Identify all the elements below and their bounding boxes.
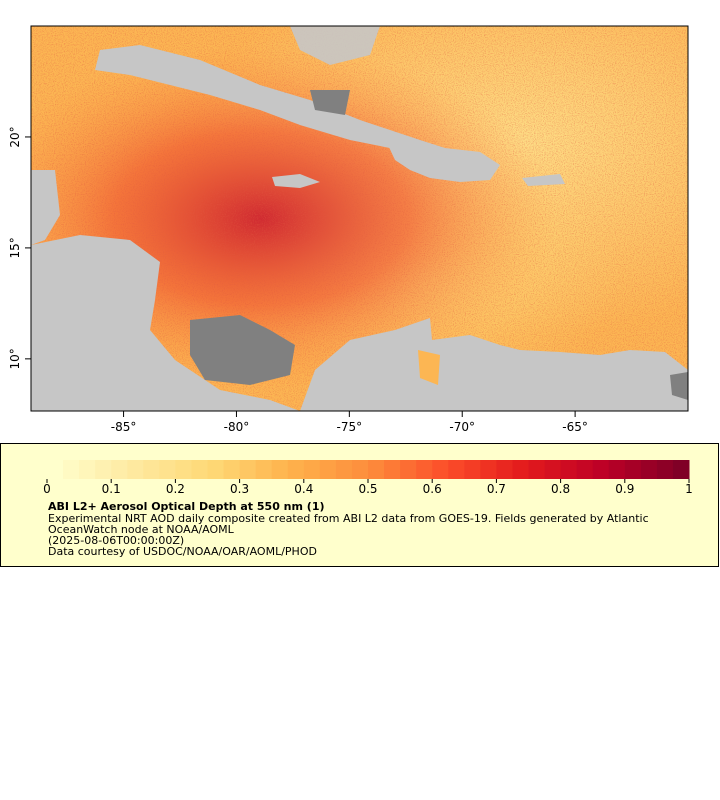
legend-line: Experimental NRT AOD daily composite cre… (48, 512, 649, 525)
colorbar-tick-label: 1 (685, 482, 693, 496)
colorbar-segment (79, 460, 96, 479)
legend-title: ABI L2+ Aerosol Optical Depth at 550 nm … (48, 500, 325, 513)
colorbar: 0 0.1 0.2 0.3 0.4 0.5 0.6 0.7 0.8 0.9 1 (43, 460, 693, 496)
colorbar-tick-label: 0.1 (102, 482, 121, 496)
colorbar-segment (159, 460, 176, 479)
colorbar-segment (480, 460, 497, 479)
colorbar-tick-label: 0.9 (615, 482, 634, 496)
y-tick-label: 10° (8, 348, 22, 369)
colorbar-segment (223, 460, 241, 479)
y-tick-label: 20° (8, 126, 22, 147)
x-tick-label: -80° (224, 420, 250, 434)
colorbar-segment (624, 460, 642, 479)
colorbar-segment (640, 460, 658, 479)
x-tick-label: -65° (562, 420, 588, 434)
colorbar-segment (400, 460, 417, 479)
colorbar-segment (143, 460, 160, 479)
colorbar-segment (207, 460, 225, 479)
colorbar-segment (351, 460, 369, 479)
x-tick-label: -70° (449, 420, 475, 434)
map-frame (30, 25, 689, 412)
colorbar-segment (368, 460, 385, 479)
colorbar-tick-label: 0 (43, 482, 51, 496)
colorbar-segment (560, 460, 578, 479)
colorbar-segment (656, 460, 674, 479)
colorbar-segment (464, 460, 481, 479)
colorbar-tick-label: 0.8 (551, 482, 570, 496)
colorbar-segment (496, 460, 513, 479)
colorbar-segment (63, 460, 80, 479)
x-tick-label: -85° (111, 420, 137, 434)
map-image (31, 26, 688, 411)
colorbar-segment (303, 460, 321, 479)
colorbar-segment (111, 460, 128, 479)
colorbar-segment (416, 460, 433, 479)
colorbar-segment (528, 460, 546, 479)
legend-line: OceanWatch node at NOAA/AOML (48, 523, 235, 536)
colorbar-segment (287, 460, 305, 479)
colorbar-segment (512, 460, 529, 479)
colorbar-segment (47, 460, 64, 479)
colorbar-segment (576, 460, 594, 479)
colorbar-segment (335, 460, 353, 479)
colorbar-tick-label: 0.4 (294, 482, 313, 496)
colorbar-segment (191, 460, 208, 479)
colorbar-tick-label: 0.7 (487, 482, 506, 496)
axes: -85° -80° -75° -70° -65° 10° 15° 20° (8, 126, 588, 434)
colorbar-segment (175, 460, 192, 479)
colorbar-segment (271, 460, 289, 479)
colorbar-segment (672, 460, 690, 479)
colorbar-tick-label: 0.5 (358, 482, 377, 496)
colorbar-segment (319, 460, 337, 479)
colorbar-segment (592, 460, 610, 479)
legend-lines: Experimental NRT AOD daily composite cre… (48, 512, 649, 558)
colorbar-segment (127, 460, 144, 479)
legend-line: Data courtesy of USDOC/NOAA/OAR/AOML/PHO… (48, 545, 317, 558)
legend-line: (2025-08-06T00:00:00Z) (48, 534, 184, 547)
y-tick-label: 15° (8, 237, 22, 258)
colorbar-segment (384, 460, 401, 479)
colorbar-tick-label: 0.3 (230, 482, 249, 496)
colorbar-segment (255, 460, 273, 479)
colorbar-segment (608, 460, 626, 479)
x-tick-label: -75° (337, 420, 363, 434)
colorbar-segment (544, 460, 562, 479)
colorbar-segment (239, 460, 257, 479)
colorbar-segment (432, 460, 449, 479)
colorbar-tick-label: 0.6 (423, 482, 442, 496)
colorbar-tick-label: 0.2 (166, 482, 185, 496)
colorbar-segment (448, 460, 465, 479)
colorbar-segment (95, 460, 112, 479)
